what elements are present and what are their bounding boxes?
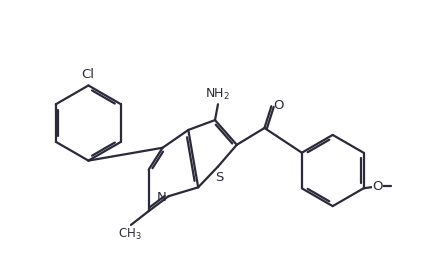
Text: S: S [214, 170, 223, 184]
Text: CH$_3$: CH$_3$ [118, 227, 141, 242]
Text: N: N [157, 191, 166, 204]
Text: Cl: Cl [81, 68, 94, 81]
Text: O: O [273, 99, 283, 112]
Text: O: O [371, 180, 382, 193]
Text: NH$_2$: NH$_2$ [205, 87, 230, 102]
